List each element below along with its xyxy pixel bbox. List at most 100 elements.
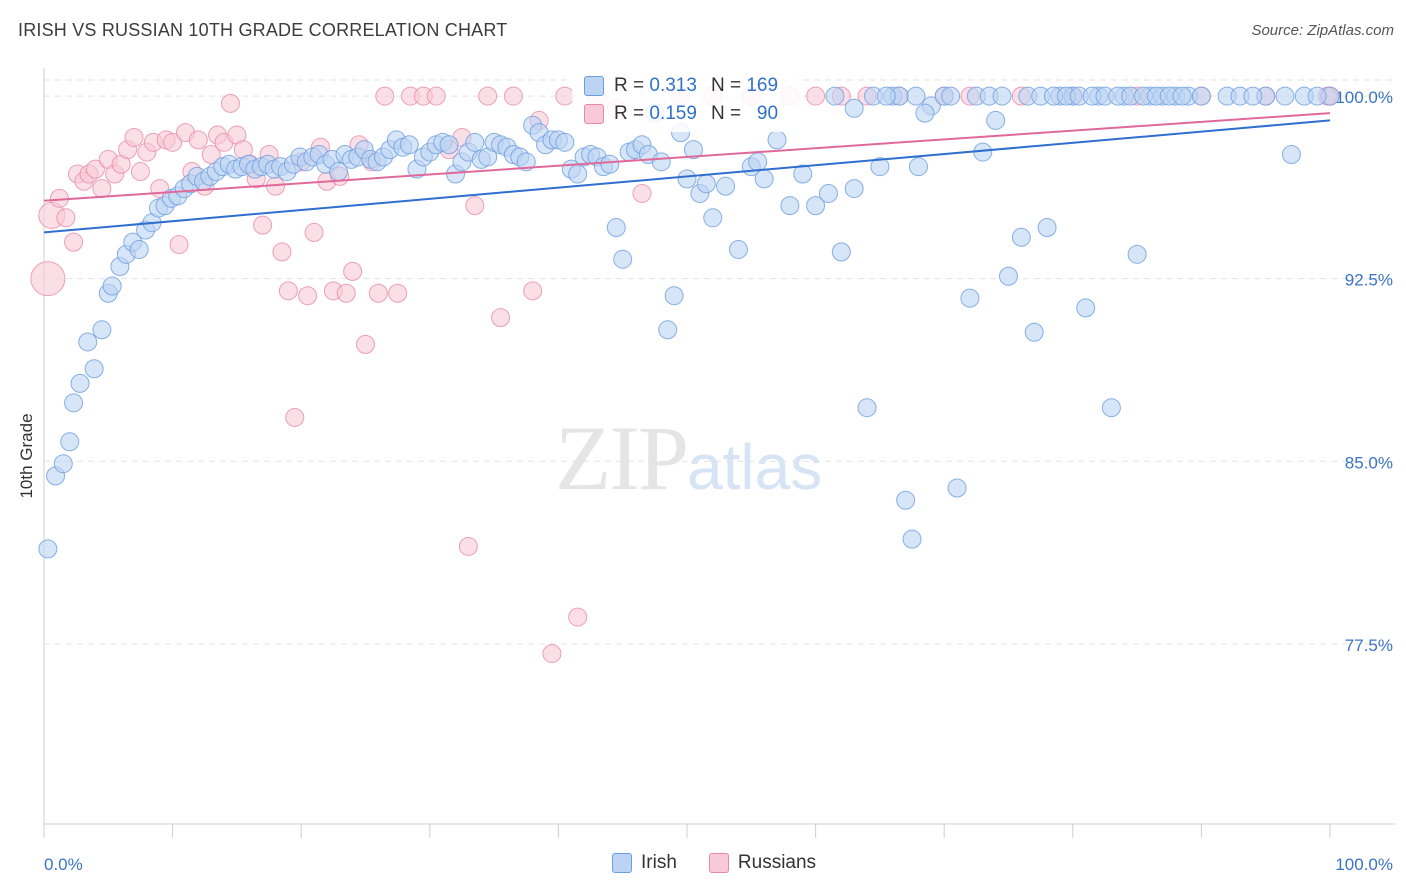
irish-point: [613, 249, 633, 269]
legend-swatch-russians: [708, 853, 729, 873]
russians-point: [85, 159, 105, 179]
irish-point: [728, 239, 748, 259]
irish-point: [92, 320, 112, 340]
irish-point: [102, 276, 122, 296]
russians-n-label: N =: [710, 103, 742, 124]
irish-point: [53, 454, 73, 474]
irish-point: [600, 154, 620, 174]
irish-point: [677, 169, 697, 189]
russians-point: [304, 222, 324, 242]
x-tick-label: 0.0%: [44, 855, 83, 874]
russians-point: [272, 242, 292, 262]
russians-point: [298, 286, 318, 306]
irish-point: [84, 359, 104, 379]
irish-point: [683, 140, 703, 160]
irish-point: [651, 152, 671, 172]
russians-point: [169, 235, 189, 255]
russians-point: [368, 283, 388, 303]
russians-r-value: 0.159: [649, 103, 697, 124]
irish-point: [986, 110, 1006, 130]
irish-point: [703, 208, 723, 228]
russians-point: [426, 86, 446, 106]
russians-point: [458, 536, 478, 556]
legend-item-russians[interactable]: Russians: [708, 852, 816, 874]
irish-point: [947, 478, 967, 498]
irish-point: [606, 218, 626, 238]
russians-point: [542, 644, 562, 664]
irish-point: [999, 266, 1018, 286]
irish-point: [748, 152, 768, 172]
stats-row-irish: R = 0.313 N = 169: [584, 72, 778, 100]
irish-point: [896, 490, 916, 510]
irish-point: [906, 86, 926, 106]
y-tick-label: 92.5%: [1345, 271, 1393, 290]
irish-point: [767, 130, 787, 150]
irish-point: [915, 103, 935, 123]
russians-point: [124, 127, 144, 147]
russians-trend-line: [43, 112, 1331, 202]
irish-point: [793, 164, 813, 184]
russians-point: [56, 208, 76, 228]
russians-point: [478, 86, 498, 106]
irish-point: [696, 174, 716, 194]
russians-point: [253, 215, 273, 235]
irish-point: [516, 152, 536, 172]
russians-point: [92, 179, 112, 199]
irish-n-value: 169: [746, 75, 779, 96]
irish-point: [1307, 86, 1327, 106]
irish-point: [806, 196, 826, 216]
irish-point: [1076, 298, 1096, 318]
irish-point: [941, 86, 961, 106]
irish-trend-line: [43, 119, 1331, 234]
russians-point: [503, 86, 523, 106]
irish-point: [754, 169, 774, 189]
irish-swatch: [584, 76, 604, 96]
legend-item-irish[interactable]: Irish: [612, 852, 677, 874]
irish-point: [1127, 244, 1147, 264]
irish-point: [658, 320, 678, 340]
irish-point: [780, 196, 800, 216]
legend: Irish Russians: [612, 852, 838, 874]
irish-point: [1191, 86, 1211, 106]
russians-point: [278, 281, 298, 301]
irish-point: [129, 239, 149, 259]
russians-point: [130, 162, 150, 182]
irish-point: [960, 288, 980, 308]
stats-box: R = 0.313 N = 169 R = 0.159 N = 90: [572, 68, 802, 132]
irish-point: [1275, 86, 1295, 106]
irish-point: [857, 398, 877, 418]
russians-point: [375, 86, 395, 106]
russians-point: [64, 232, 84, 252]
russians-point: [220, 93, 240, 113]
irish-point: [38, 539, 58, 559]
irish-point: [78, 332, 98, 352]
russians-n-value: 90: [756, 103, 779, 124]
irish-point: [64, 393, 84, 413]
russians-point: [356, 334, 375, 354]
irish-point: [664, 286, 684, 306]
russians-point: [568, 607, 588, 627]
irish-point: [992, 86, 1012, 106]
irish-point: [1281, 145, 1301, 165]
russians-point: [388, 283, 408, 303]
russians-point: [30, 261, 66, 297]
irish-point: [399, 135, 419, 155]
russians-point: [163, 132, 183, 152]
russians-swatch: [584, 104, 604, 124]
irish-point: [465, 132, 485, 152]
legend-label-irish: Irish: [641, 852, 677, 873]
russians-point: [523, 281, 543, 301]
russians-point: [491, 308, 511, 328]
russians-point: [465, 196, 485, 216]
irish-point: [1024, 322, 1044, 342]
irish-point: [870, 157, 890, 177]
watermark: ZIPatlas: [555, 405, 822, 511]
russians-point: [806, 86, 826, 106]
russians-point: [336, 283, 356, 303]
irish-point: [716, 176, 736, 196]
russians-point: [188, 130, 208, 150]
russians-point: [343, 261, 363, 281]
russians-point: [632, 183, 652, 203]
y-tick-label: 85.0%: [1345, 453, 1393, 472]
